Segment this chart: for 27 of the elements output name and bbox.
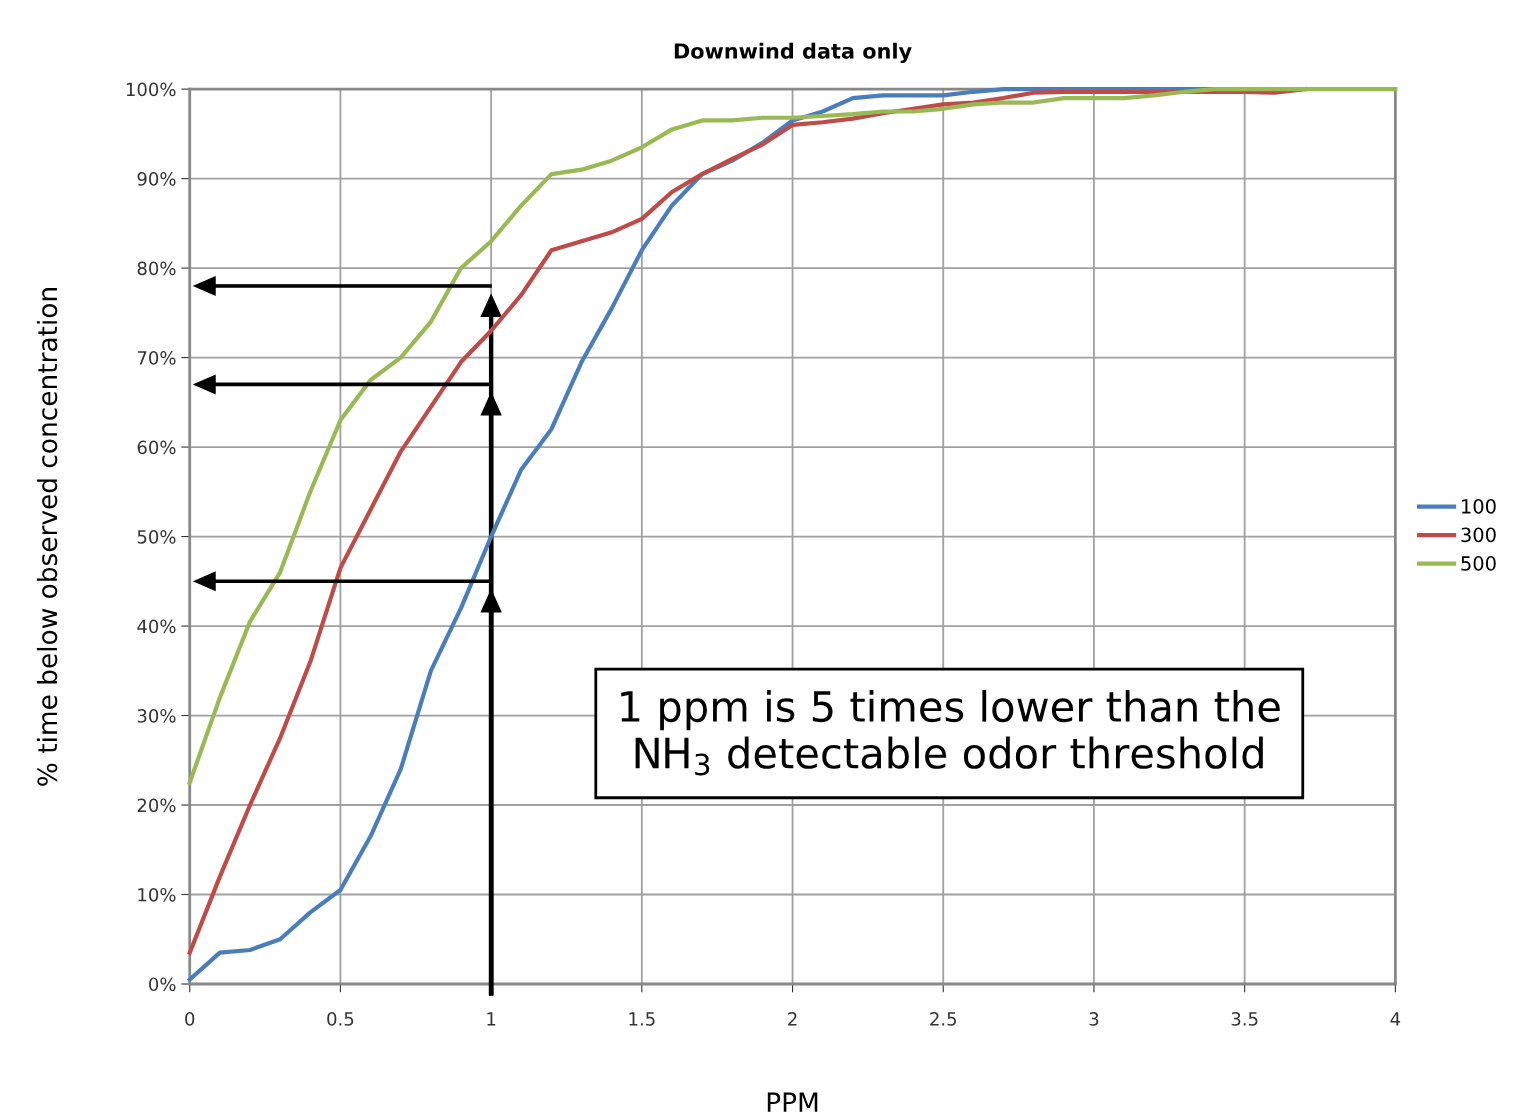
- x-tick-label: 1: [487, 1012, 496, 1026]
- x-tick-label: 0.5: [327, 1012, 354, 1026]
- x-axis-title: PPM: [767, 1092, 818, 1112]
- x-tick-label: 2: [788, 1012, 797, 1026]
- y-tick-label: 30%: [137, 708, 176, 723]
- annotation: 1 ppm is 5 times lower than the NH$_{3}$ detectable odor threshold: [621, 689, 1280, 776]
- x-tick-label: 3.5: [1231, 1012, 1258, 1026]
- y-tick-label: 100%: [126, 82, 176, 97]
- legend-label: 500: [1461, 556, 1496, 571]
- y-tick-label: 40%: [137, 619, 176, 634]
- y-tick-label: 80%: [137, 261, 176, 276]
- x-tick-label: 3: [1089, 1012, 1099, 1026]
- x-tick-label: 4: [1390, 1012, 1401, 1026]
- x-tick-label: 1.5: [629, 1012, 655, 1026]
- y-tick-label: 50%: [137, 530, 176, 544]
- y-tick-label: 20%: [137, 798, 176, 813]
- y-tick-label: 10%: [138, 887, 176, 902]
- y-tick-label: 0%: [149, 977, 176, 992]
- y-tick-label: 70%: [137, 351, 176, 365]
- x-tick-label: 2.5: [930, 1012, 957, 1026]
- legend-label: 300: [1461, 527, 1496, 543]
- chart-title: Downwind data only: [674, 42, 912, 64]
- x-tick-label: 0: [185, 1012, 195, 1026]
- y-tick-label: 60%: [137, 440, 176, 455]
- legend-label: 100: [1462, 498, 1496, 514]
- y-axis-title: % time below observed concentration: [36, 288, 58, 786]
- y-tick-label: 90%: [137, 172, 176, 186]
